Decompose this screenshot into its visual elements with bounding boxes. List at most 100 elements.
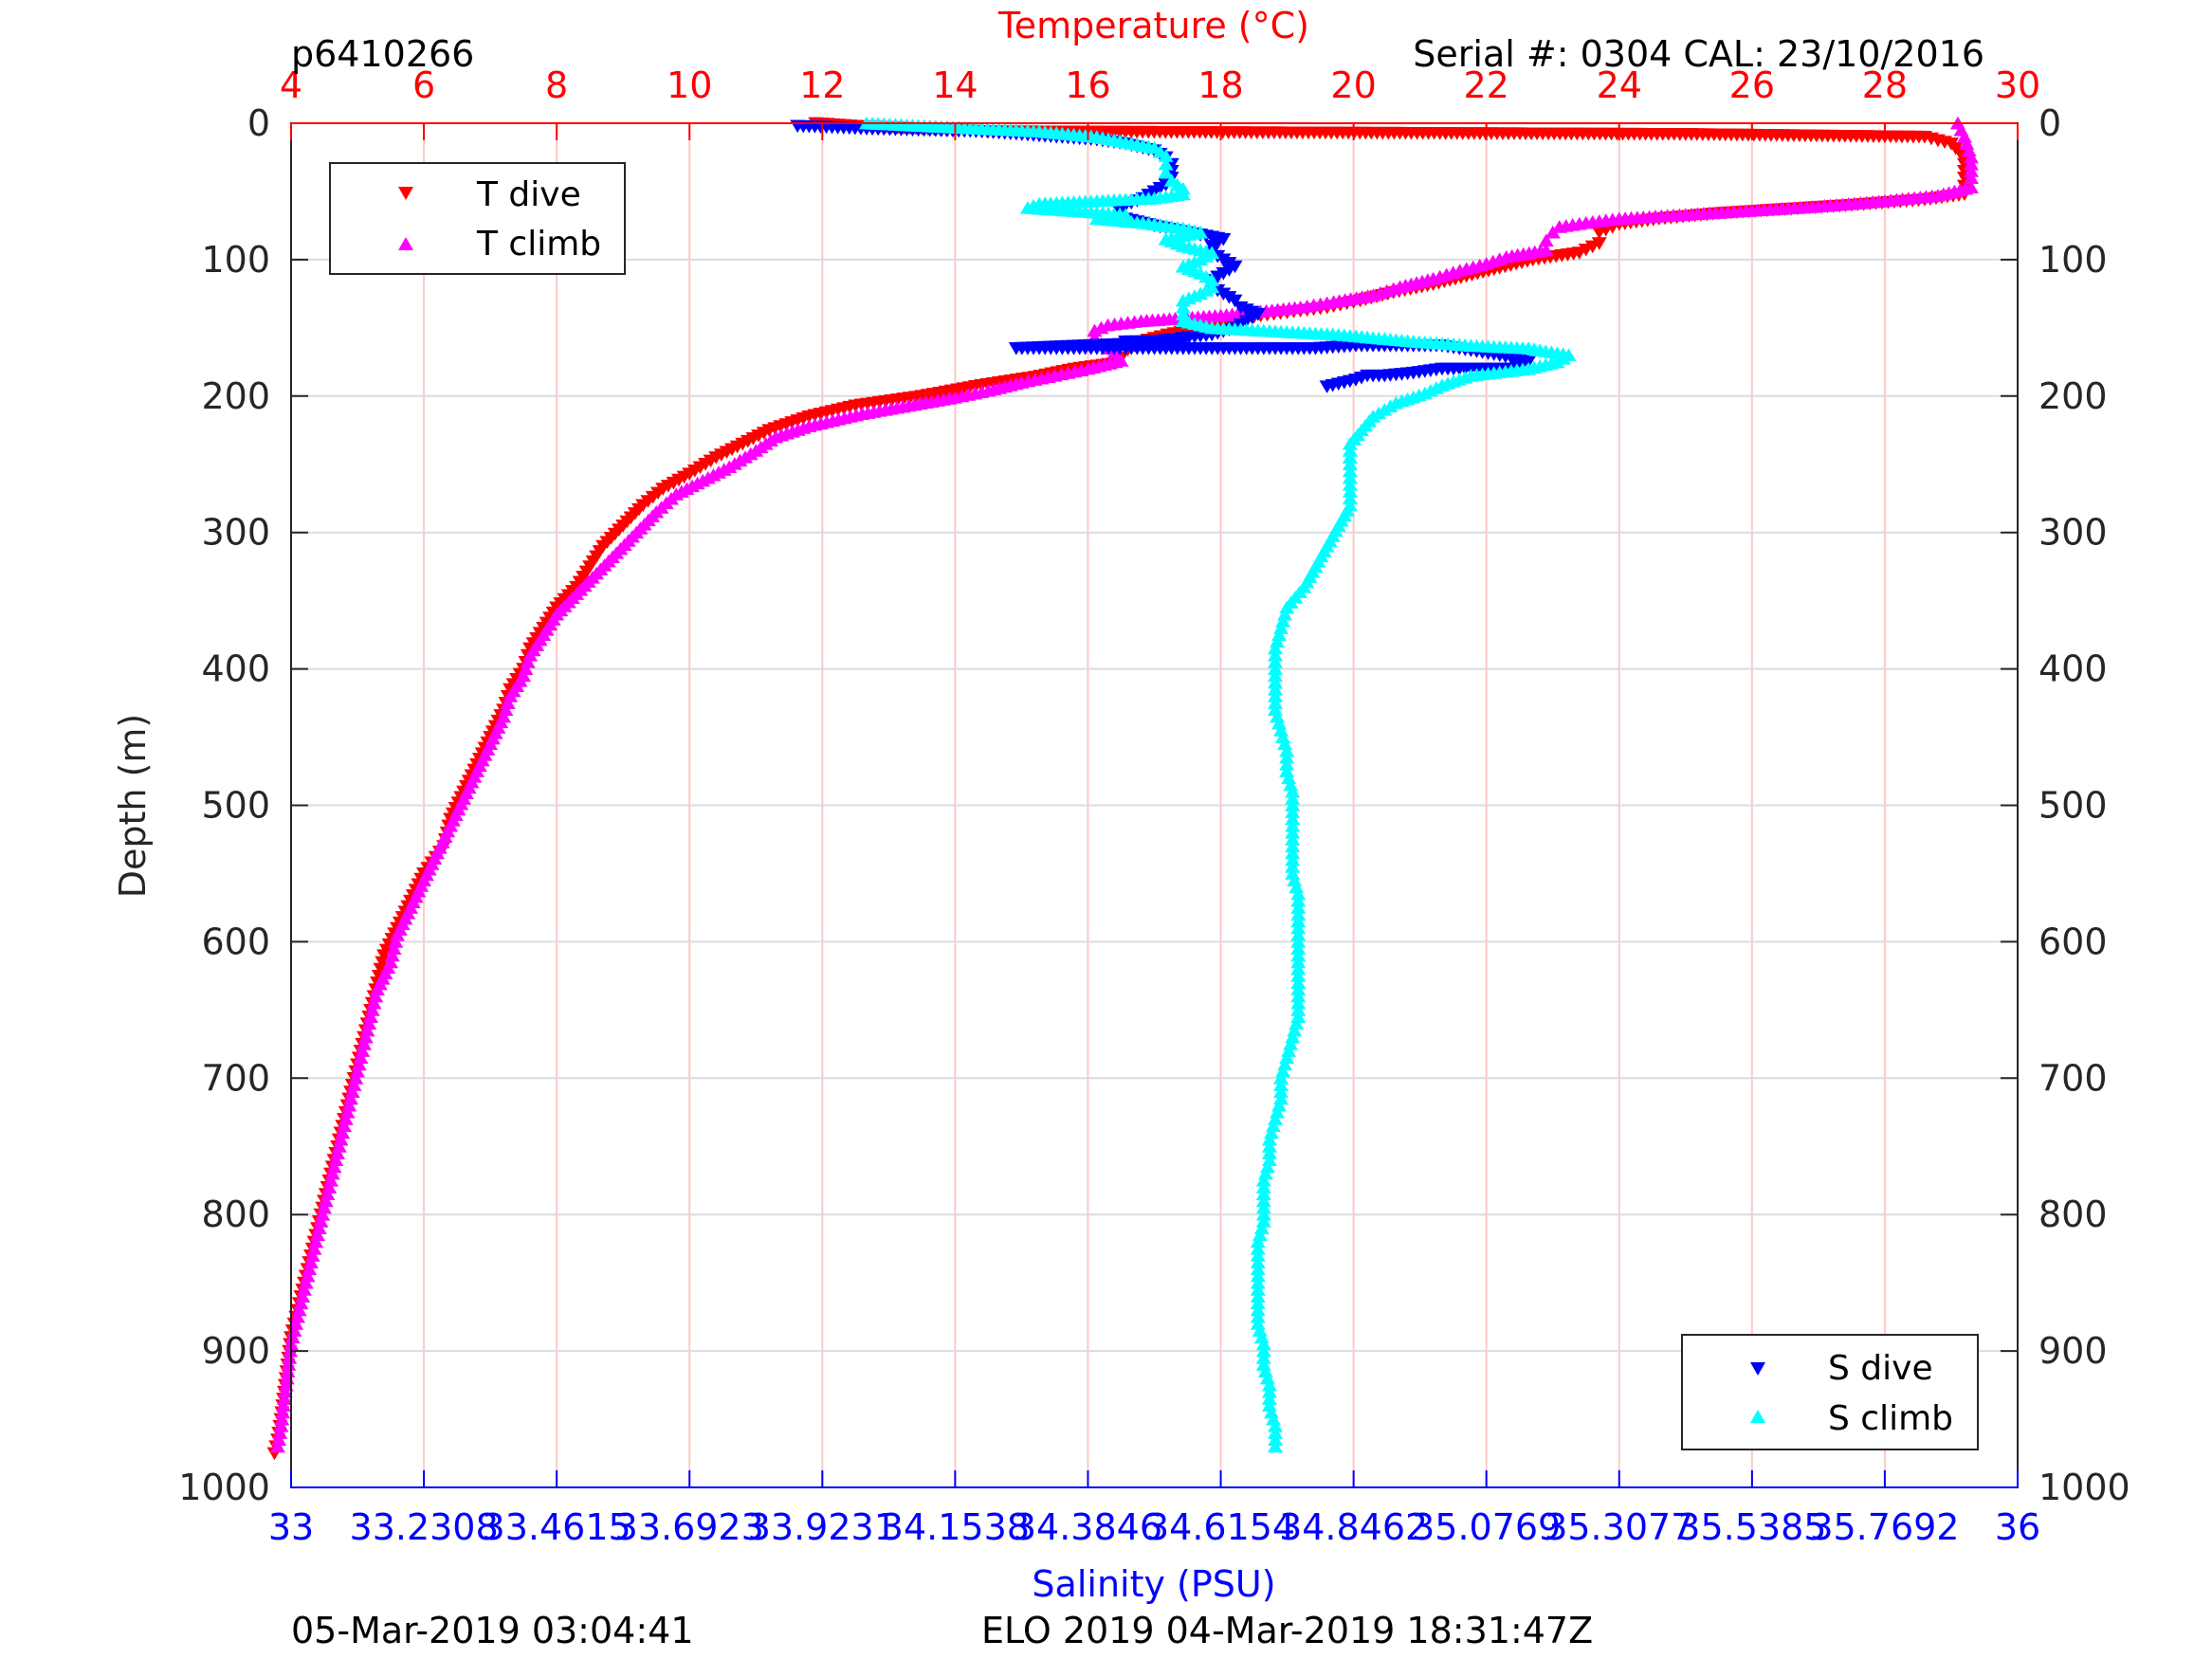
temperature-tick-label: 20 [1330, 64, 1376, 106]
s-climb-marker [1261, 1385, 1277, 1398]
t-climb-marker [328, 1153, 344, 1167]
t-climb-marker [384, 948, 400, 962]
t-climb-marker [339, 1105, 356, 1119]
s-climb-marker [1269, 709, 1285, 723]
temperature-tick-label: 12 [799, 64, 845, 106]
t-climb-marker [272, 1426, 288, 1439]
s-climb-marker [1261, 1398, 1277, 1413]
s-climb-marker [1285, 818, 1301, 832]
t-climb-marker [344, 1085, 360, 1099]
t-climb-marker [302, 1262, 318, 1276]
s-climb-marker [1342, 484, 1358, 498]
t-climb-marker [326, 1159, 342, 1174]
s-climb-marker [1267, 641, 1283, 655]
s-climb-marker [1158, 165, 1174, 179]
s-climb-marker [1204, 273, 1220, 286]
legend-temperature-box [329, 162, 626, 275]
s-climb-marker [1273, 723, 1289, 737]
s-climb-marker [1285, 1030, 1301, 1044]
s-climb-marker [1255, 1180, 1271, 1194]
temperature-tick-label: 14 [932, 64, 978, 106]
s-climb-marker [1267, 682, 1283, 696]
t-climb-marker [357, 1030, 374, 1044]
t-climb-marker [281, 1358, 297, 1371]
s-climb-marker [1342, 478, 1358, 491]
depth-tick-label-left: 300 [201, 512, 270, 554]
s-climb-marker [1265, 1412, 1281, 1426]
serial-cal-info: Serial #: 0304 CAL: 23/10/2016 [1413, 33, 1984, 75]
s-climb-marker [1275, 614, 1291, 628]
s-climb-marker [1290, 921, 1307, 935]
s-climb-marker [1250, 1275, 1266, 1289]
s-climb-marker [1290, 948, 1307, 962]
t-climb-marker [269, 1439, 285, 1453]
s-climb-marker [1342, 470, 1358, 484]
depth-tick-label-right: 300 [2038, 512, 2108, 554]
s-climb-marker [1285, 792, 1301, 805]
t-climb-marker [304, 1249, 320, 1262]
s-climb-marker [1279, 600, 1295, 614]
s-climb-marker [1261, 1153, 1277, 1167]
s-climb-marker [1158, 149, 1174, 162]
s-climb-marker [1261, 1146, 1277, 1159]
s-climb-marker [1259, 1371, 1275, 1385]
s-climb-marker [1253, 1221, 1270, 1234]
salinity-tick-label: 35.3077 [1545, 1506, 1693, 1548]
depth-tick-label-left: 400 [201, 648, 270, 690]
s-climb-marker [1279, 757, 1295, 771]
s-climb-marker [1281, 771, 1297, 785]
t-climb-marker [355, 1044, 371, 1057]
salinity-tick-label: 35.5385 [1677, 1506, 1826, 1548]
s-climb-marker [1342, 450, 1358, 464]
t-climb-marker [308, 1234, 324, 1249]
t-climb-marker [335, 1125, 351, 1139]
t-climb-marker [311, 1221, 327, 1234]
t-climb-marker [271, 1432, 287, 1447]
s-climb-marker [1261, 1377, 1277, 1392]
s-climb-marker [1273, 621, 1289, 634]
s-climb-marker [1261, 1392, 1277, 1405]
s-climb-marker [1263, 1125, 1279, 1139]
depth-tick-label-right: 1000 [2038, 1467, 2130, 1508]
temperature-tick-label: 4 [280, 64, 302, 106]
depth-tick-label-right: 500 [2038, 785, 2108, 827]
t-climb-marker [324, 1166, 340, 1180]
s-climb-marker [1267, 1426, 1283, 1439]
legend-s-climb-marker [1750, 1410, 1765, 1423]
temperature-axis-label: Temperature (°C) [997, 5, 1309, 46]
depth-tick-label-right: 700 [2038, 1057, 2108, 1099]
t-climb-marker [330, 1146, 346, 1159]
t-climb-marker [282, 1351, 298, 1364]
legend-salinity-box [1681, 1334, 1979, 1450]
s-climb-marker [1259, 1159, 1275, 1174]
t-climb-marker [295, 1289, 311, 1303]
t-climb-marker [300, 1268, 316, 1283]
t-climb-marker [343, 1091, 359, 1105]
s-climb-marker [1250, 1296, 1266, 1310]
s-climb-marker [1271, 1098, 1288, 1112]
salinity-tick-label: 33 [268, 1506, 314, 1548]
depth-tick-label-left: 0 [247, 102, 270, 144]
legend-t-climb-marker [398, 237, 413, 250]
salinity-tick-label: 34.6154 [1146, 1506, 1295, 1548]
s-climb-marker [1267, 668, 1283, 683]
t-climb-marker [338, 1112, 354, 1125]
temperature-tick-label: 30 [1995, 64, 2040, 106]
s-climb-marker [1275, 1064, 1291, 1078]
s-climb-marker [1255, 1337, 1271, 1351]
depth-tick-label-left: 1000 [178, 1467, 270, 1508]
s-climb-marker [1273, 1085, 1289, 1099]
s-climb-marker [1267, 1432, 1283, 1447]
s-climb-marker [1290, 982, 1307, 996]
t-climb-marker [388, 935, 404, 948]
depth-tick-label-right: 400 [2038, 648, 2108, 690]
depth-tick-label-right: 900 [2038, 1330, 2108, 1372]
s-climb-marker [1285, 839, 1301, 853]
temperature-tick-label: 26 [1729, 64, 1775, 106]
t-climb-marker [1087, 323, 1103, 337]
s-climb-marker [1290, 941, 1307, 955]
t-climb-marker [1545, 225, 1561, 239]
s-climb-marker [1289, 1016, 1305, 1030]
legend-t-dive-marker [398, 187, 413, 200]
depth-tick-label-left: 100 [201, 239, 270, 281]
